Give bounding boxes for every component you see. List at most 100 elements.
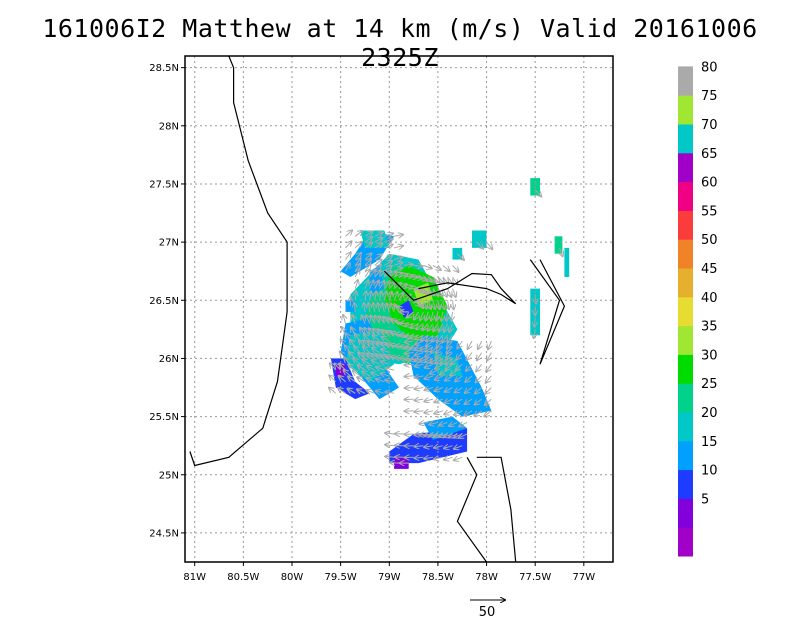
wind-vector bbox=[455, 375, 463, 382]
wind-vector bbox=[362, 359, 371, 365]
wind-vector bbox=[354, 242, 362, 249]
wind-vector bbox=[435, 376, 444, 380]
wind-vector bbox=[439, 323, 443, 332]
wind-vector bbox=[385, 433, 395, 434]
wind-vector bbox=[485, 398, 492, 405]
wind-vector bbox=[345, 230, 353, 237]
wind-vector bbox=[374, 270, 381, 278]
wind-vector bbox=[377, 342, 385, 347]
wind-vector bbox=[450, 369, 458, 375]
wind-vector bbox=[384, 255, 392, 259]
wind-vector bbox=[374, 238, 383, 242]
wind-vector bbox=[375, 316, 380, 324]
colorbar-label: 55 bbox=[701, 204, 718, 219]
wind-vector bbox=[420, 347, 429, 351]
x-tick-label: 78W bbox=[475, 572, 498, 583]
wind-vector bbox=[453, 288, 456, 297]
wind-vector bbox=[373, 303, 375, 312]
wind-vector bbox=[444, 399, 453, 403]
wind-vector bbox=[431, 311, 433, 321]
wind-vector bbox=[364, 237, 372, 243]
wind-vector bbox=[344, 370, 351, 377]
wind-vector bbox=[468, 340, 472, 349]
wind-vectors bbox=[329, 189, 563, 463]
coastline bbox=[383, 270, 517, 305]
wind-vector bbox=[451, 311, 452, 321]
colorbar-bin bbox=[678, 124, 693, 154]
wind-vector bbox=[382, 303, 384, 313]
wind-vector bbox=[435, 388, 443, 392]
wind-vector bbox=[464, 411, 473, 416]
colorbar-label: 45 bbox=[701, 262, 718, 277]
wind-vector bbox=[478, 340, 482, 349]
wind-vector bbox=[375, 291, 377, 301]
wind-vector bbox=[414, 411, 424, 412]
wind-vector bbox=[454, 446, 463, 449]
wind-vector bbox=[441, 311, 443, 321]
wind-vector bbox=[389, 292, 392, 301]
wind-vector bbox=[476, 241, 483, 249]
wind-vector bbox=[364, 303, 365, 312]
wind-vector bbox=[418, 289, 427, 293]
wind-vector bbox=[454, 457, 463, 460]
wind-vector bbox=[369, 270, 375, 278]
colorbar-bin bbox=[678, 296, 693, 327]
colorbar-label: 40 bbox=[701, 291, 718, 306]
wind-vector bbox=[384, 245, 392, 248]
wind-vector bbox=[484, 410, 492, 417]
wind-vector bbox=[447, 340, 453, 348]
wind-vector bbox=[387, 318, 395, 324]
wind-speed-patch bbox=[564, 247, 570, 277]
colorbar-bin bbox=[678, 239, 693, 269]
coastlines bbox=[189, 56, 566, 562]
wind-vector bbox=[467, 352, 473, 360]
wind-vector bbox=[355, 291, 356, 301]
wind-vector bbox=[371, 372, 380, 376]
colorbar-label: 15 bbox=[701, 435, 718, 450]
wind-vector bbox=[439, 422, 448, 425]
wind-vector bbox=[427, 276, 436, 282]
wind-vector bbox=[335, 364, 341, 371]
wind-vector bbox=[437, 276, 444, 283]
wind-vector bbox=[365, 280, 368, 289]
wind-vector bbox=[367, 354, 375, 359]
wind-vector bbox=[355, 280, 358, 289]
wind-vector bbox=[366, 390, 375, 393]
wind-vector bbox=[424, 399, 434, 401]
colorbar-bin bbox=[678, 440, 693, 471]
colorbar-label: 10 bbox=[701, 464, 718, 479]
wind-vector bbox=[390, 345, 400, 347]
wind-vector bbox=[376, 391, 385, 393]
wind-vector bbox=[448, 334, 453, 343]
wind-vector bbox=[434, 411, 443, 414]
x-tick-label: 79W bbox=[378, 572, 401, 583]
wind-vector bbox=[424, 388, 434, 391]
wind-vector bbox=[345, 252, 351, 260]
wind-vector bbox=[358, 353, 366, 359]
wind-vector bbox=[456, 363, 463, 370]
wind-vector bbox=[376, 367, 385, 370]
wind-vector bbox=[348, 364, 356, 371]
wind-vector bbox=[393, 235, 403, 237]
wind-vector bbox=[405, 388, 414, 389]
wind-vector bbox=[375, 281, 379, 289]
wind-vector bbox=[364, 253, 372, 260]
wind-vector bbox=[374, 243, 383, 248]
wind-vector bbox=[407, 311, 414, 318]
wind-vector bbox=[405, 364, 414, 365]
wind-vector bbox=[415, 364, 424, 366]
wind-vector bbox=[329, 376, 337, 383]
wind-vector bbox=[339, 364, 346, 371]
wind-vector bbox=[436, 352, 444, 358]
colorbar-label: 50 bbox=[701, 233, 718, 248]
wind-vector bbox=[353, 371, 361, 377]
wind-vector bbox=[430, 358, 439, 362]
wind-vector bbox=[364, 243, 372, 249]
wind-vector bbox=[386, 356, 395, 358]
coastline bbox=[456, 457, 487, 562]
wind-vector bbox=[420, 311, 423, 320]
colorbar-label: 60 bbox=[701, 176, 718, 191]
wind-vector bbox=[445, 388, 453, 392]
wind-vector bbox=[446, 352, 453, 359]
colorbar-label: 80 bbox=[701, 60, 718, 75]
